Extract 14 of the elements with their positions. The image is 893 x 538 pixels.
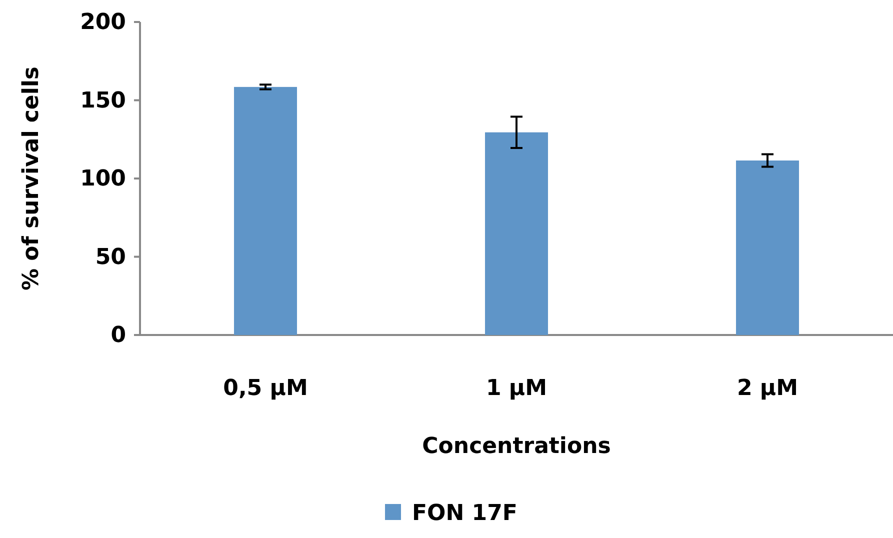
bar [736,160,799,335]
bar [485,132,548,335]
y-axis-title: % of survival cells [19,66,44,291]
x-axis-title: Concentrations [422,434,611,459]
y-tick-label: 150 [80,88,126,114]
x-tick-label: 0,5 µM [223,376,308,401]
y-tick-label: 0 [110,323,126,348]
y-tick-label: 100 [80,166,126,192]
legend-label: FON 17F [412,501,518,526]
bar [234,86,297,335]
x-tick-label: 2 µM [736,376,798,401]
x-tick-label: 1 µM [486,376,548,401]
y-tick-label: 200 [80,10,126,36]
y-tick-label: 50 [95,244,126,270]
